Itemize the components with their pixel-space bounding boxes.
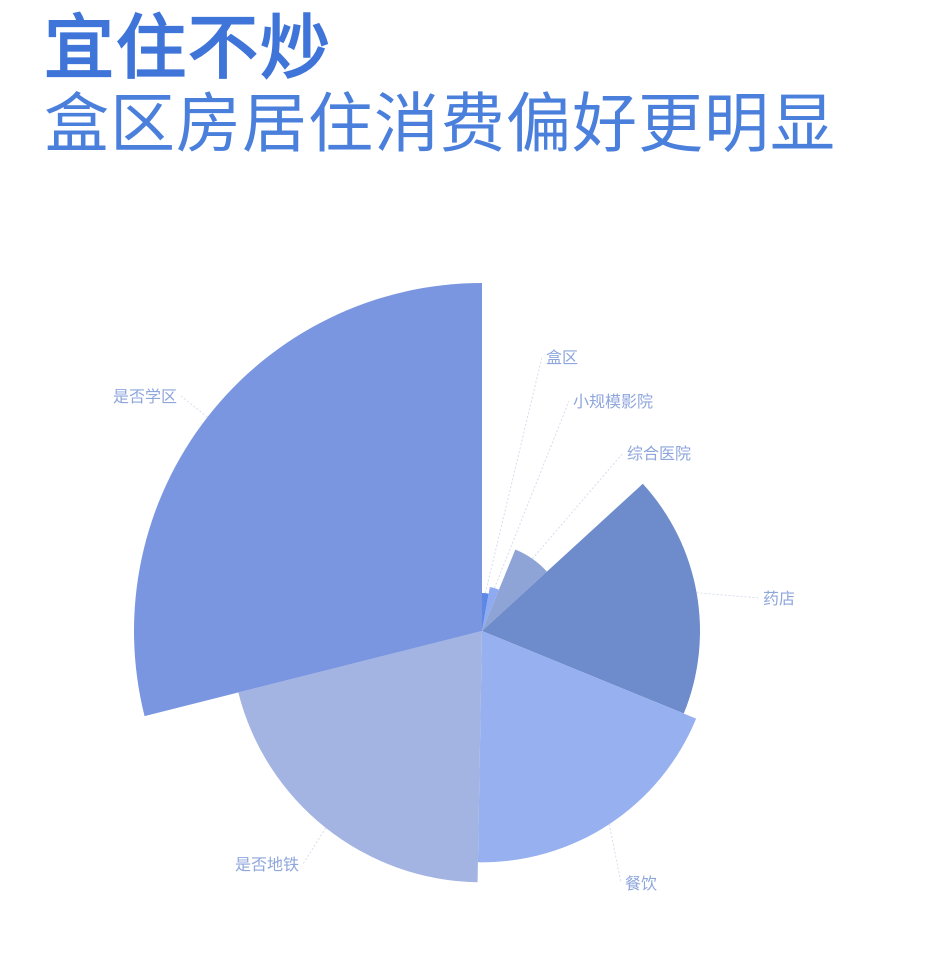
slice-label: 盒区 (546, 348, 578, 367)
label-leader-line (302, 827, 327, 865)
rose-slice-1[interactable] (482, 587, 499, 631)
label-leader-line (180, 395, 208, 418)
slice-label: 药店 (763, 589, 795, 608)
slice-label: 是否学区 (113, 387, 177, 406)
rose-slice-4[interactable] (477, 631, 697, 863)
label-leader-line (696, 592, 760, 599)
chart-title: 宜住不炒 (44, 7, 332, 89)
label-leader-line (484, 356, 543, 594)
rose-slice-0[interactable] (482, 593, 489, 631)
rose-slice-2[interactable] (482, 549, 547, 631)
label-leader-line (531, 452, 624, 560)
slice-label: 餐饮 (625, 874, 657, 893)
slice-label: 综合医院 (627, 444, 691, 463)
slice-label: 小规模影院 (573, 392, 653, 411)
slice-label: 是否地铁 (235, 855, 299, 874)
label-leader-line (493, 400, 570, 589)
label-leader-line (608, 824, 622, 884)
chart-subtitle: 盒区房居住消费偏好更明显 (44, 87, 837, 162)
rose-slice-3[interactable] (482, 483, 700, 714)
rose-slice-5[interactable] (238, 631, 482, 883)
rose-slice-6[interactable] (134, 283, 482, 717)
